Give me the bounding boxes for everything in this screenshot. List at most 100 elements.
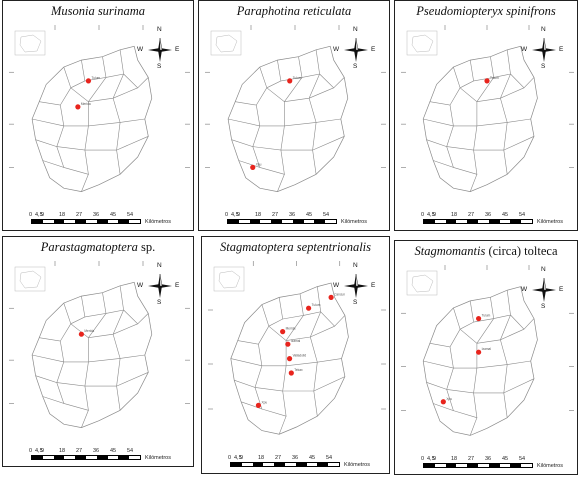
record-label: Tulum (490, 76, 499, 80)
scale-tick-label: 54 (323, 212, 330, 218)
scale-tick-label: 54 (127, 448, 134, 454)
municipality-map: Tulum (401, 25, 574, 192)
municipal-boundary (32, 354, 64, 363)
scale-tick-label: 4,5 (35, 448, 43, 454)
scale-tick-label: 54 (519, 212, 526, 218)
scale-tick-label: 27 (468, 456, 475, 462)
compass-east: E (559, 286, 564, 293)
scale-unit: Kilómetros (344, 462, 370, 468)
compass-west: W (521, 286, 528, 293)
municipal-boundary (308, 98, 341, 123)
record-marker (476, 315, 482, 322)
scale-tick-label: 4,5 (234, 455, 242, 461)
inset-outline (19, 34, 42, 53)
municipal-boundary (39, 303, 72, 342)
record-marker (328, 294, 334, 300)
compass-west: W (333, 46, 340, 53)
record-marker (75, 104, 81, 110)
municipal-boundary (112, 323, 138, 335)
inset-outline (19, 270, 42, 289)
record-label: Izamal (482, 347, 492, 351)
compass-north: N (353, 262, 358, 269)
compass-rose-icon (344, 273, 368, 298)
municipal-boundary (278, 416, 287, 435)
municipal-boundary (277, 174, 285, 192)
species-title: Paraphotina reticulata (199, 4, 389, 19)
scale-tick-label: 18 (59, 212, 66, 218)
scale-tick-label: 27 (275, 455, 282, 461)
municipal-boundary (282, 293, 304, 320)
scale-tick-label: 36 (93, 212, 100, 218)
north-arrow-compass: N S W E (333, 262, 376, 305)
municipal-boundary (116, 386, 121, 411)
record-label: Xpu (256, 162, 262, 166)
compass-rose-icon (148, 37, 172, 62)
record-label: Cancun (334, 292, 345, 296)
compass-west: W (137, 282, 144, 289)
compass-north: N (157, 26, 162, 33)
municipal-boundary (116, 372, 149, 387)
municipal-boundary (235, 67, 268, 106)
scale-tick-label: 45 (110, 448, 117, 454)
state-boundary (422, 45, 538, 192)
compass-east: E (559, 46, 564, 53)
map-panel: Stagmatoptera septentrionalis Tulum Cancun… (201, 236, 390, 474)
scale-tick-label: 0 (29, 448, 33, 454)
scale-unit: Kilómetros (341, 219, 367, 225)
municipal-boundary (285, 340, 318, 367)
scale-tick-label: 4,5 (231, 212, 239, 218)
scale-tick-label: 18 (255, 212, 262, 218)
municipal-boundary (112, 334, 145, 359)
inset-locator-map (210, 30, 242, 56)
compass-south: S (541, 303, 546, 310)
record-label: Tulum (312, 303, 321, 307)
municipal-boundary (473, 364, 508, 394)
compass-east: E (371, 282, 376, 289)
scale-unit: Kilómetros (145, 455, 171, 461)
state-boundary (31, 45, 153, 192)
municipal-boundary (252, 125, 285, 151)
state-boundary (422, 286, 538, 436)
municipal-boundary (63, 386, 89, 411)
municipal-boundary (32, 118, 64, 127)
municipal-boundary (500, 98, 531, 123)
compass-south: S (541, 63, 546, 70)
scale-bar: 0 4,5 9 18 27 36 45 54 Kilómetros (225, 212, 367, 225)
record-marker (440, 399, 446, 405)
scale-bar-segments (230, 462, 340, 467)
record-marker (306, 305, 312, 311)
compass-rose-icon (532, 37, 556, 62)
map-panel: Pseudomiopteryx spinifrons Tulum N S W E 0… (394, 0, 578, 231)
record-marker (288, 370, 294, 376)
scale-bar-ticks: 0 4,5 9 18 27 36 45 54 (421, 456, 533, 463)
record-label: Tulum (293, 76, 302, 80)
scale-tick-label: 18 (59, 448, 66, 454)
municipal-boundary (312, 136, 345, 151)
compass-south: S (353, 63, 358, 70)
scale-tick-label: 36 (485, 212, 492, 218)
scale-bar-segments (423, 463, 533, 468)
municipal-boundary (81, 174, 89, 192)
scale-tick-label: 18 (258, 455, 265, 461)
scale-tick-label: 9 (41, 212, 45, 218)
compass-east: E (371, 46, 376, 53)
scale-tick-label: 9 (433, 456, 437, 462)
scale-tick-label: 9 (433, 212, 437, 218)
municipal-boundary (228, 118, 260, 127)
municipal-boundary (319, 73, 345, 89)
scale-bar: 0 4,5 9 18 27 36 45 54 Kilómetros (228, 455, 370, 468)
scale-tick-label: 36 (292, 455, 299, 461)
municipal-boundary (469, 417, 478, 436)
scale-tick-label: 9 (41, 448, 45, 454)
municipal-boundary (238, 146, 261, 168)
species-title: Musonia surinama (3, 4, 193, 19)
state-boundary (31, 281, 153, 428)
scale-tick-label: 0 (225, 212, 229, 218)
scale-tick-label: 27 (468, 212, 475, 218)
scale-tick-label: 27 (76, 448, 83, 454)
scale-tick-label: 0 (228, 455, 232, 461)
record-label: Merida (286, 327, 296, 331)
scale-bar: 0 4,5 9 18 27 36 45 54 Kilómetros (421, 456, 563, 469)
record-marker (285, 341, 291, 347)
